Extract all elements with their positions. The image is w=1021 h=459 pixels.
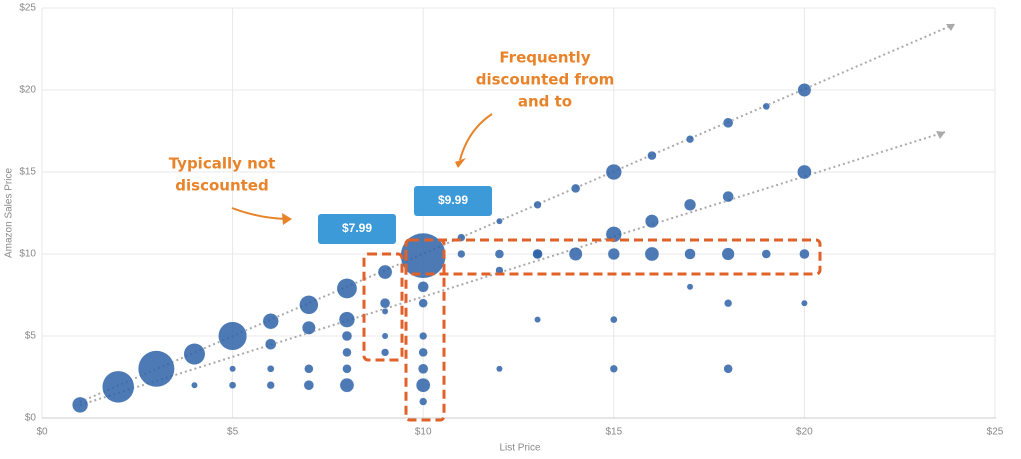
bubble xyxy=(723,299,733,308)
bubble xyxy=(644,214,659,229)
x-tick-label: $25 xyxy=(987,427,1004,438)
bubble xyxy=(457,249,466,259)
bubble xyxy=(686,283,694,291)
bubble xyxy=(418,298,428,308)
x-tick-label: $0 xyxy=(36,427,48,438)
bubble xyxy=(415,377,431,393)
bubble xyxy=(379,297,391,309)
x-tick-label: $5 xyxy=(227,427,239,438)
bubble xyxy=(339,377,355,393)
annotation: Typically not xyxy=(169,155,276,173)
callout-box xyxy=(414,186,492,216)
bubble xyxy=(381,307,389,315)
annotation: discounted from xyxy=(476,71,615,89)
x-tick-label: $10 xyxy=(415,427,432,438)
bubble xyxy=(266,364,275,373)
bubble xyxy=(419,397,428,406)
bubble xyxy=(191,381,198,389)
bubble xyxy=(266,381,275,390)
y-tick-label: $15 xyxy=(19,167,36,178)
bubble xyxy=(71,396,89,414)
callout-box xyxy=(318,214,396,244)
y-axis-title: Amazon Sales Price xyxy=(4,168,15,258)
bubble xyxy=(301,320,316,335)
bubble xyxy=(218,321,248,351)
bubble xyxy=(723,364,733,374)
bubble xyxy=(262,312,279,330)
bubble xyxy=(264,338,277,350)
bubble xyxy=(799,248,810,260)
bubble xyxy=(417,363,429,375)
bubble xyxy=(722,117,734,129)
bubble xyxy=(568,246,583,262)
highlight-boxes xyxy=(362,238,822,422)
bubble xyxy=(607,247,621,261)
bubble xyxy=(303,379,315,391)
y-tick-label: $25 xyxy=(19,3,36,14)
bubble xyxy=(338,311,356,328)
bubble xyxy=(336,278,358,299)
bubble xyxy=(341,330,353,342)
bubble xyxy=(137,350,175,388)
grid xyxy=(41,7,996,419)
bubble xyxy=(299,295,319,315)
annotation: discounted xyxy=(175,177,268,195)
bubble xyxy=(228,381,237,390)
bubble xyxy=(796,164,812,180)
bubble xyxy=(418,347,428,358)
bubble xyxy=(101,370,135,404)
bubble xyxy=(229,365,237,373)
bubble xyxy=(342,347,352,358)
bubble xyxy=(605,163,623,181)
bubble xyxy=(183,343,206,366)
bubble xyxy=(762,102,771,111)
bubble xyxy=(797,82,812,98)
bubble xyxy=(683,198,697,212)
bubble xyxy=(342,364,352,374)
bubble xyxy=(721,247,735,261)
bubble xyxy=(417,281,429,293)
bubble xyxy=(722,190,734,203)
bubble xyxy=(533,200,542,209)
bubble xyxy=(494,249,505,259)
bubble xyxy=(605,226,623,243)
y-tick-label: $0 xyxy=(25,413,37,424)
bubble xyxy=(570,183,581,194)
arrows xyxy=(231,113,493,225)
annotation: and to xyxy=(518,93,572,111)
bubbles xyxy=(71,82,812,414)
y-tick-label: $10 xyxy=(19,249,36,260)
bubble xyxy=(761,249,772,259)
bubble xyxy=(377,264,393,280)
bubble xyxy=(495,217,503,225)
y-tick-label: $5 xyxy=(25,331,37,342)
bubble xyxy=(495,365,503,373)
x-tick-label: $15 xyxy=(605,427,622,438)
y-tick-label: $20 xyxy=(19,85,36,96)
callout: $9.99 xyxy=(438,193,468,207)
x-axis-title: List Price xyxy=(499,443,541,454)
bubble xyxy=(304,364,314,374)
bubble xyxy=(685,135,695,144)
bubble xyxy=(644,246,660,262)
x-tick-label: $20 xyxy=(796,427,813,438)
callout: $7.99 xyxy=(342,221,372,235)
bubble xyxy=(419,331,428,341)
annotation: Frequently xyxy=(499,49,590,67)
bubble xyxy=(609,315,618,324)
bubble xyxy=(534,316,542,324)
bubble xyxy=(532,248,543,260)
bubble xyxy=(684,248,696,260)
bubble xyxy=(380,348,390,357)
bubble xyxy=(800,299,808,307)
bubble xyxy=(381,332,389,340)
bubble xyxy=(609,364,618,373)
bubble xyxy=(647,150,657,161)
